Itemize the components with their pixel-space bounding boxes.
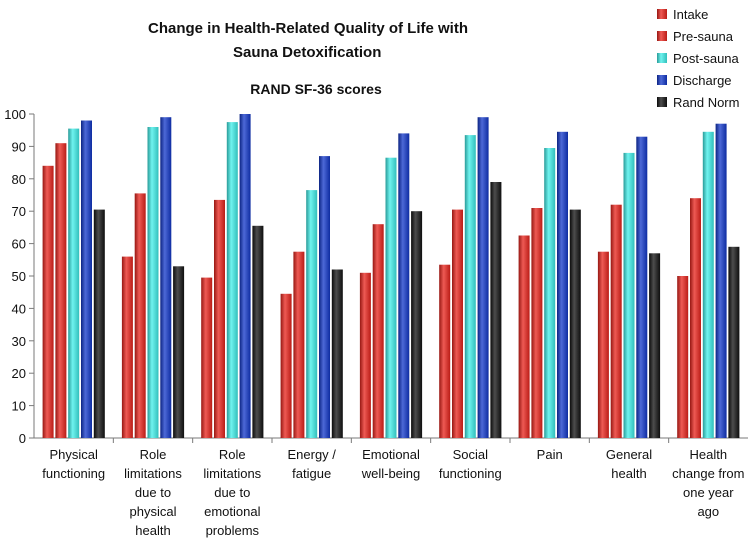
x-category-label: functioning [439,466,502,481]
legend-swatch [657,31,667,41]
legend-label: Post-sauna [673,51,740,66]
x-category-label: problems [206,523,260,538]
x-category-label: limitations [124,466,182,481]
legend-swatch [657,97,667,107]
bar-rand-norm [490,182,502,438]
bar-pre-sauna [372,224,384,438]
chart-title-line-1: Change in Health-Related Quality of Life… [148,20,468,37]
x-category-label: Social [453,447,489,462]
y-tick-label: 10 [12,399,26,414]
bar-rand-norm [331,269,343,438]
bar-post-sauna [147,127,159,438]
legend-label: Discharge [673,73,732,88]
bar-rand-norm [173,266,185,438]
bar-intake [597,251,609,438]
bar-intake [518,235,530,438]
bar-post-sauna [385,157,397,438]
bar-post-sauna [544,148,556,438]
x-category-label: Emotional [362,447,420,462]
bar-post-sauna [702,131,714,439]
y-tick-label: 100 [4,107,26,122]
bar-intake [280,293,292,438]
bar-discharge [477,117,489,438]
y-tick-label: 30 [12,334,26,349]
bar-post-sauna [464,135,476,438]
bar-intake [359,272,371,438]
bar-post-sauna [68,128,80,438]
bar-discharge [715,123,727,438]
x-category-label: Pain [537,447,563,462]
bar-pre-sauna [214,199,225,438]
bar-discharge [239,114,251,438]
x-category-label: functioning [42,466,105,481]
bar-pre-sauna [55,143,67,438]
bar-discharge [81,120,92,438]
legend-swatch [657,53,667,63]
chart-title-line-2: Sauna Detoxification [233,44,381,61]
x-category-label: emotional [204,504,260,519]
x-category-label: due to [214,485,250,500]
x-category-label: health [135,523,170,538]
bar-intake [42,165,54,439]
bar-pre-sauna [690,198,701,438]
y-tick-label: 50 [12,269,26,284]
x-category-label: one year [683,485,734,500]
chart-subtitle: RAND SF-36 scores [250,81,382,97]
bar-pre-sauna [452,209,463,438]
x-category-label: due to [135,485,171,500]
y-tick-label: 70 [12,204,26,219]
bar-pre-sauna [293,251,305,438]
legend-label: Pre-sauna [673,29,734,44]
y-tick-label: 80 [12,172,26,187]
x-category-label: ago [697,504,719,519]
x-category-label: General [606,447,652,462]
bar-discharge [160,117,172,438]
bar-rand-norm [728,246,740,438]
y-tick-label: 60 [12,237,26,252]
bar-intake [201,277,213,438]
legend-swatch [657,75,667,85]
bar-intake [121,256,133,438]
bar-post-sauna [623,152,635,438]
bar-rand-norm [252,225,264,438]
x-category-label: Energy / [287,447,336,462]
x-category-label: health [611,466,646,481]
y-tick-label: 40 [12,301,26,316]
bar-pre-sauna [134,193,146,438]
x-category-label: physical [130,504,177,519]
x-category-label: Role [140,447,167,462]
bar-post-sauna [306,190,318,438]
bar-pre-sauna [610,204,622,438]
x-category-label: Physical [49,447,98,462]
x-category-label: Health [690,447,728,462]
y-tick-label: 20 [12,366,26,381]
y-tick-label: 0 [19,431,26,446]
y-tick-label: 90 [12,139,26,154]
bar-intake [439,264,451,438]
bar-rand-norm [93,209,105,438]
bar-intake [677,276,689,438]
bar-pre-sauna [531,208,543,438]
bar-rand-norm [569,209,581,438]
bar-discharge [557,131,568,439]
bar-rand-norm [649,253,661,438]
x-category-label: limitations [203,466,261,481]
bar-discharge [398,133,410,438]
legend-label: Rand Norm [673,95,739,110]
legend-swatch [657,9,667,19]
bar-rand-norm [411,211,423,438]
bar-discharge [319,156,330,438]
legend-label: Intake [673,7,708,22]
x-category-label: Role [219,447,246,462]
bar-post-sauna [226,122,238,438]
x-category-label: well-being [361,466,421,481]
x-category-label: change from [672,466,744,481]
bar-discharge [636,136,648,438]
x-category-label: fatigue [292,466,331,481]
